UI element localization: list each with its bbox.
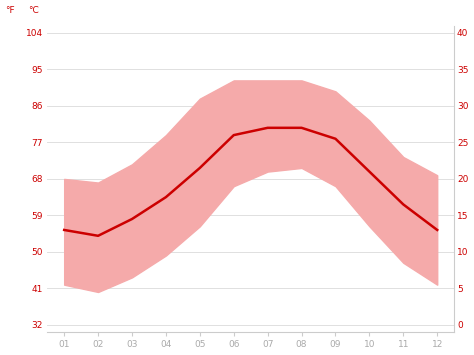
Text: °F: °F — [6, 6, 15, 15]
Text: °C: °C — [28, 6, 38, 15]
